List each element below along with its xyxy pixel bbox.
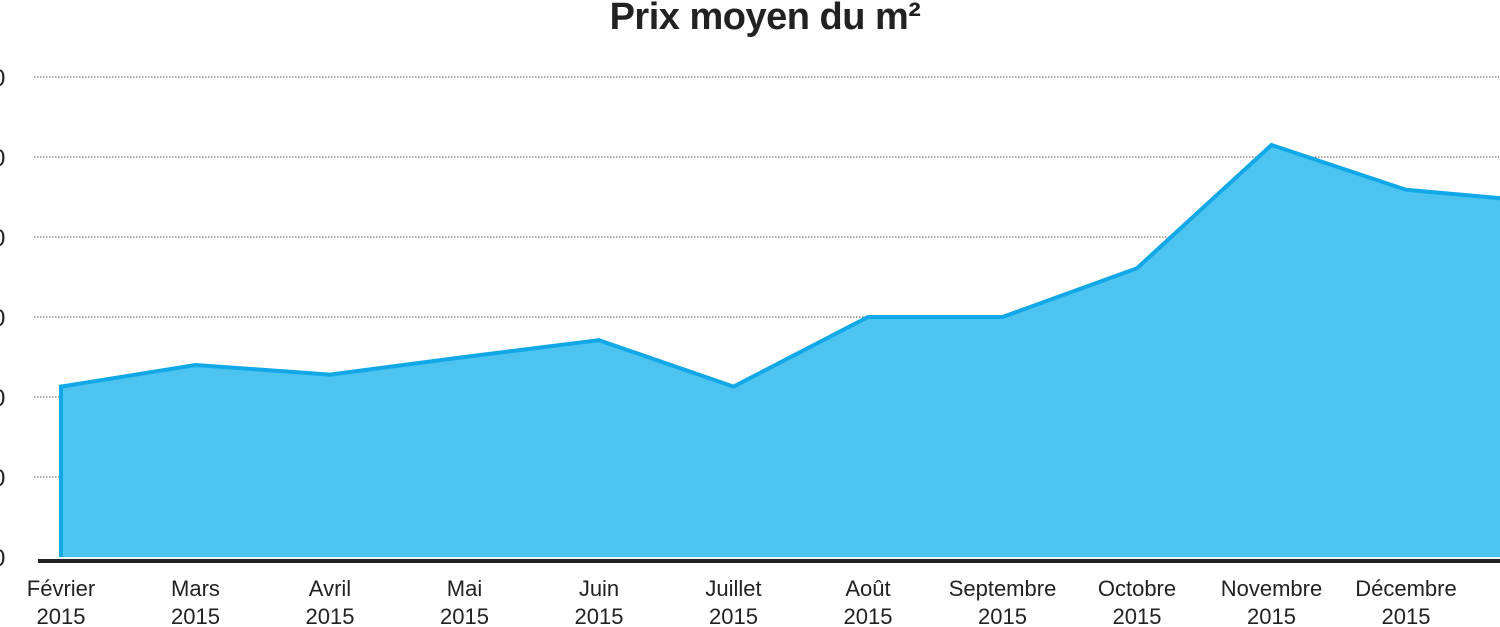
x-tick-label: 2015: [440, 604, 489, 627]
x-tick-label: Juin: [579, 576, 619, 601]
x-tick-label: 2015: [1113, 604, 1162, 627]
x-tick-label: Février: [27, 576, 95, 601]
x-tick-label: 2015: [1382, 604, 1431, 627]
x-tick-label: Septembre: [949, 576, 1057, 601]
x-tick-label: 2015: [1247, 604, 1296, 627]
y-tick-label: 0: [0, 465, 5, 492]
x-tick-label: Juillet: [705, 576, 761, 601]
x-tick-label: 2015: [37, 604, 86, 627]
x-tick-label: Novembre: [1221, 576, 1322, 601]
x-tick-label: Octobre: [1098, 576, 1176, 601]
x-tick-label: Avril: [309, 576, 351, 601]
x-tick-label: 2015: [978, 604, 1027, 627]
x-tick-label: 2015: [575, 604, 624, 627]
x-tick-label: Décembre: [1355, 576, 1456, 601]
y-tick-label: 0: [0, 65, 5, 92]
y-tick-label: 0: [0, 545, 5, 572]
y-tick-label: 0: [0, 385, 5, 412]
y-tick-label: 0: [0, 305, 5, 332]
area-fill: [61, 145, 1500, 557]
x-tick-label: 2015: [306, 604, 355, 627]
x-tick-label: Mai: [447, 576, 482, 601]
chart-title: Prix moyen du m²: [609, 0, 921, 38]
y-tick-label: 0: [0, 145, 5, 172]
x-tick-label: Mars: [171, 576, 220, 601]
x-tick-label: 2015: [709, 604, 758, 627]
x-tick-label: Août: [845, 576, 890, 601]
x-tick-label: 2015: [844, 604, 893, 627]
x-tick-label: 2015: [171, 604, 220, 627]
y-tick-label: 0: [0, 225, 5, 252]
